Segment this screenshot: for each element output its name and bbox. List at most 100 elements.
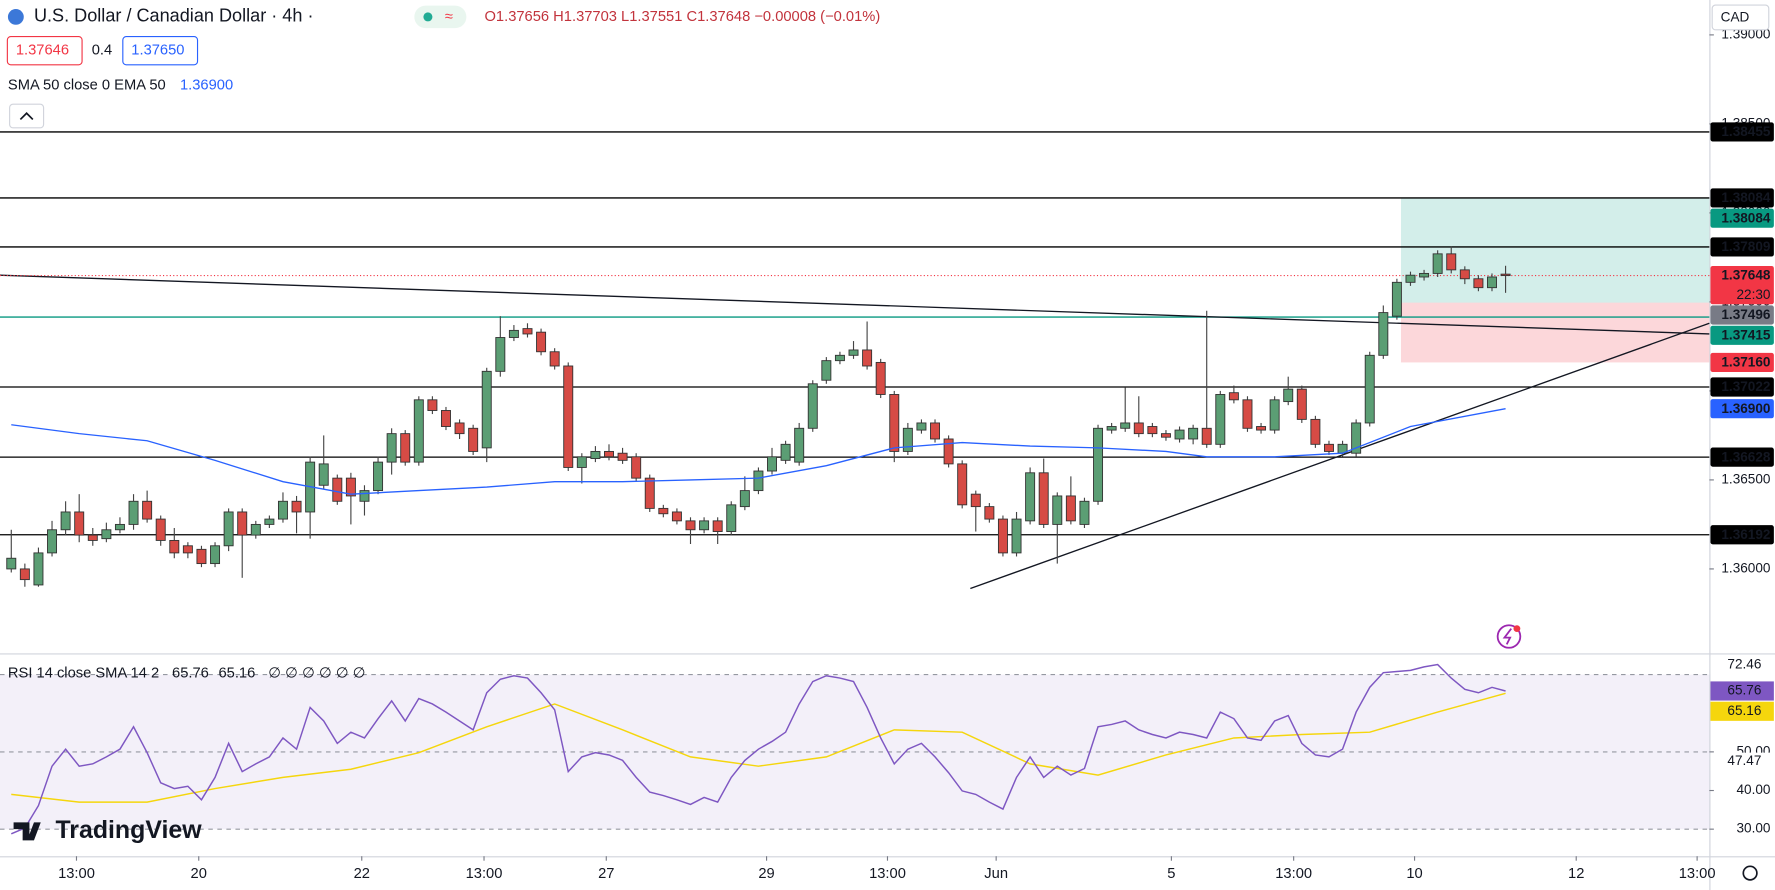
candle-body <box>699 520 710 531</box>
candle-body <box>1351 422 1362 454</box>
x-tick-label: Jun <box>984 866 1008 882</box>
x-tick-label: 5 <box>1167 866 1175 882</box>
currency-box[interactable] <box>1711 4 1770 31</box>
candle-body <box>563 365 574 468</box>
candle-body <box>1188 427 1199 440</box>
candle-body <box>291 500 302 513</box>
candle-body <box>196 548 207 565</box>
level-tag <box>1710 305 1774 325</box>
rsi-legend-extra: ∅ ∅ ∅ ∅ ∅ ∅ <box>268 666 365 682</box>
rsi-legend: RSI 14 close SMA 14 2 <box>8 666 159 682</box>
ask-price: 1.37650 <box>131 43 184 59</box>
candle-body <box>1283 388 1294 403</box>
candle-body <box>1038 472 1049 525</box>
rsi-line <box>10 663 1506 835</box>
candle-body <box>74 511 85 536</box>
status-wave: ≈ <box>445 9 453 25</box>
level-tag <box>1710 325 1774 345</box>
candle-body <box>1215 394 1226 445</box>
ask-box[interactable] <box>122 36 199 66</box>
candle-body <box>1459 269 1470 280</box>
candle-body <box>794 427 805 463</box>
candle-body <box>726 504 737 532</box>
candle-body <box>386 433 397 463</box>
alert-bolt <box>1502 628 1512 645</box>
x-tick-label: 27 <box>598 866 614 882</box>
y-tick-label: 1.36000 <box>1721 561 1770 576</box>
ema-legend: SMA 50 close 0 EMA 50 <box>8 78 166 94</box>
rsi-mark-label: 47.47 <box>1727 753 1761 768</box>
candle-body <box>60 511 71 531</box>
candle-body <box>522 328 533 335</box>
candle-body <box>685 520 696 531</box>
rsi-value-tag <box>1710 681 1774 701</box>
candle-body <box>1120 422 1131 429</box>
candle-body <box>47 529 58 554</box>
candle-body <box>1052 495 1063 525</box>
candle-body <box>739 490 750 508</box>
candle-body <box>1323 443 1334 452</box>
candle-body <box>848 349 859 356</box>
candle-body <box>413 399 424 463</box>
candle-body <box>780 443 791 461</box>
candle-body <box>142 500 153 520</box>
countdown: 22:30 <box>1736 287 1770 302</box>
rsi-sma-line <box>11 692 1506 803</box>
candle-body <box>1500 273 1511 277</box>
status-pill[interactable] <box>414 5 467 29</box>
rsi-sma-tag <box>1710 701 1774 721</box>
rsi-value-text: 65.76 <box>1727 683 1761 698</box>
candle-body <box>671 511 682 522</box>
y-tick-label: 1.36500 <box>1721 472 1770 487</box>
candle-body <box>617 452 628 461</box>
bid-price: 1.37646 <box>16 43 69 59</box>
candle-body <box>631 456 642 479</box>
symbol-title[interactable]: U.S. Dollar / Canadian Dollar · 4h · <box>34 6 314 26</box>
candle-body <box>997 518 1008 554</box>
settings-icon[interactable] <box>1742 865 1758 881</box>
x-tick-label: 20 <box>191 866 207 882</box>
candle-body <box>1310 418 1321 445</box>
x-tick-label: 13:00 <box>869 866 906 882</box>
level-tag <box>1710 122 1774 142</box>
level-tag-text: 1.38084 <box>1721 190 1771 205</box>
candle-body <box>33 552 44 586</box>
rsi-sma-text: 65.16 <box>1727 703 1761 718</box>
candle-body <box>984 506 995 520</box>
candle-body <box>1269 399 1280 431</box>
x-tick-label: 12 <box>1568 866 1584 882</box>
candle-body <box>767 456 777 472</box>
candle-body <box>373 461 384 492</box>
candle-body <box>6 557 17 570</box>
bid-box[interactable] <box>6 36 83 66</box>
logo-text: TradingView <box>55 817 202 844</box>
trendline <box>970 322 1710 590</box>
x-tick-label: 13:00 <box>1275 866 1312 882</box>
ohlc-values: O1.37656 H1.37703 L1.37551 C1.37648 −0.0… <box>485 9 881 25</box>
level-tag-text: 1.37809 <box>1721 239 1771 254</box>
position-target-zone <box>1400 197 1710 303</box>
candle-body <box>1106 426 1117 431</box>
candle-body <box>155 518 166 541</box>
currency: CAD <box>1721 10 1750 25</box>
collapse-button[interactable] <box>9 103 45 129</box>
candle-body <box>916 422 927 431</box>
candle-body <box>834 354 845 362</box>
alert-icon[interactable] <box>1496 624 1522 649</box>
candle-body <box>943 438 954 465</box>
candle-body <box>1093 427 1104 502</box>
candle-body <box>1201 427 1212 445</box>
candle-body <box>1147 426 1158 435</box>
candle-body <box>1473 278 1484 289</box>
level-tag-text: 1.36192 <box>1721 527 1770 542</box>
candle-body <box>468 427 479 452</box>
candle-body <box>576 456 587 468</box>
candle-body <box>1160 433 1171 438</box>
candle-body <box>1174 429 1185 440</box>
level-tag <box>1710 188 1774 208</box>
candle-body <box>930 422 941 440</box>
level-tag <box>1710 399 1774 419</box>
overlay: U.S. Dollar / Canadian Dollar · 4h · ≈ O… <box>6 4 1770 881</box>
candle-body <box>182 545 193 554</box>
